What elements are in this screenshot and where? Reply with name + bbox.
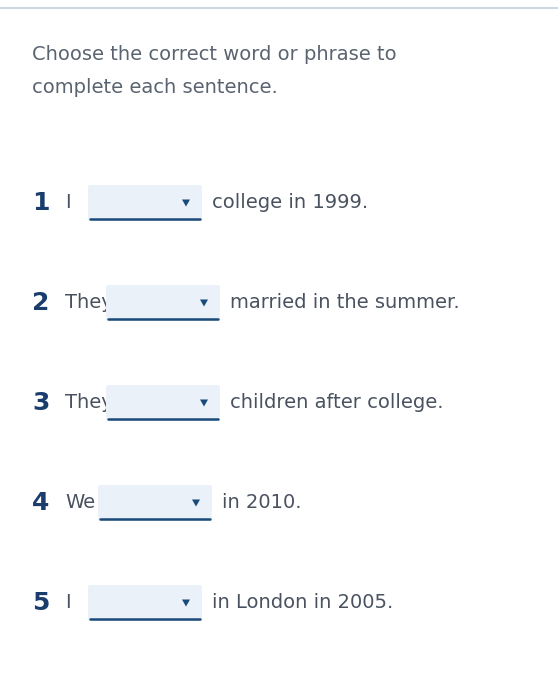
- Polygon shape: [182, 199, 190, 206]
- Text: 3: 3: [32, 391, 49, 415]
- Text: 4: 4: [32, 491, 49, 515]
- Text: complete each sentence.: complete each sentence.: [32, 78, 278, 97]
- FancyBboxPatch shape: [98, 485, 212, 521]
- Text: in London in 2005.: in London in 2005.: [212, 593, 393, 613]
- Polygon shape: [200, 400, 208, 406]
- Text: children after college.: children after college.: [230, 393, 444, 413]
- Text: We: We: [65, 493, 95, 513]
- Text: They: They: [65, 293, 113, 313]
- FancyBboxPatch shape: [88, 185, 202, 221]
- Text: 5: 5: [32, 591, 49, 615]
- Text: married in the summer.: married in the summer.: [230, 293, 460, 313]
- Text: in 2010.: in 2010.: [222, 493, 301, 513]
- Text: I: I: [65, 193, 71, 213]
- Text: 2: 2: [32, 291, 49, 315]
- FancyBboxPatch shape: [106, 385, 220, 421]
- FancyBboxPatch shape: [88, 585, 202, 621]
- Text: college in 1999.: college in 1999.: [212, 193, 368, 213]
- Polygon shape: [192, 500, 200, 506]
- FancyBboxPatch shape: [106, 285, 220, 321]
- Polygon shape: [200, 299, 208, 306]
- Text: 1: 1: [32, 191, 50, 215]
- Text: Choose the correct word or phrase to: Choose the correct word or phrase to: [32, 45, 397, 64]
- Polygon shape: [182, 600, 190, 607]
- Text: They: They: [65, 393, 113, 413]
- Text: I: I: [65, 593, 71, 613]
